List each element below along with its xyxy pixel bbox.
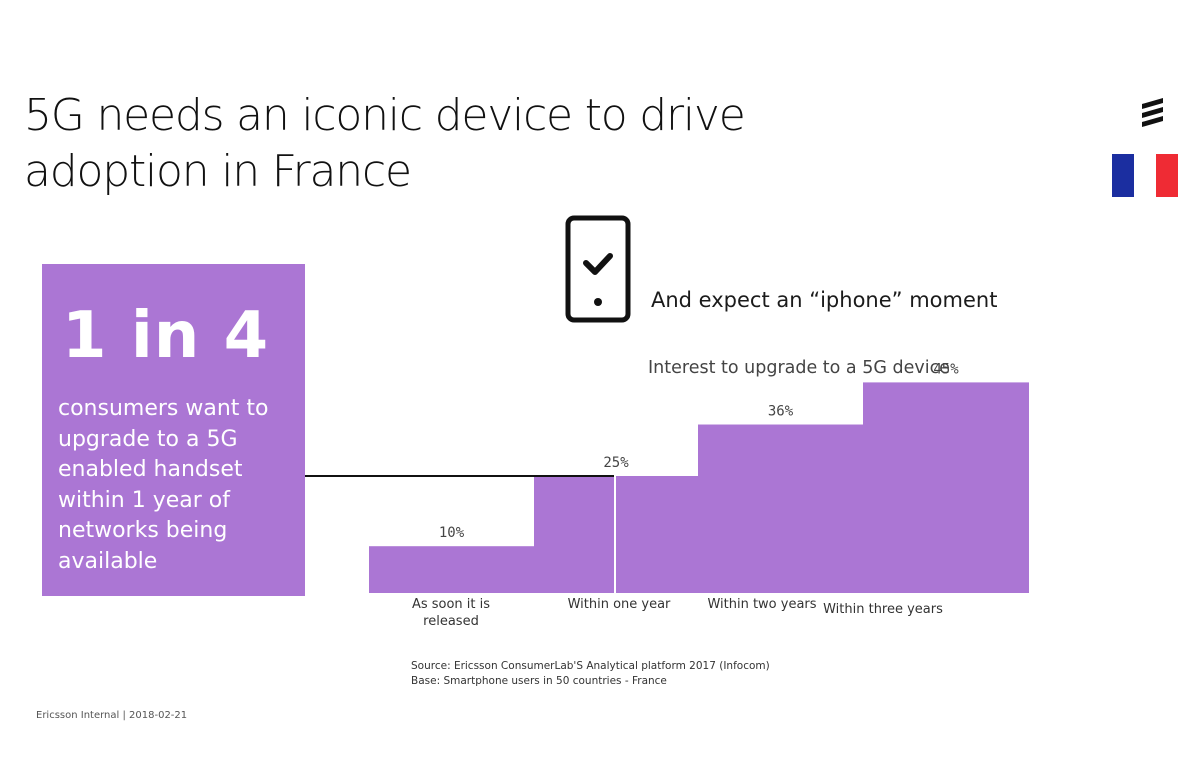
source-note: Source: Ericsson ConsumerLab'S Analytica… bbox=[411, 659, 770, 688]
chart-title: Interest to upgrade to a 5G device bbox=[648, 358, 950, 378]
bar-4 bbox=[863, 382, 1029, 593]
base-line: Base: Smartphone users in 50 countries -… bbox=[411, 674, 667, 687]
title-line-1: 5G needs an iconic device to drive bbox=[24, 90, 746, 141]
ericsson-logo-icon bbox=[1142, 98, 1163, 127]
smartphone-check-icon bbox=[565, 215, 631, 323]
france-flag-icon bbox=[1112, 154, 1178, 197]
stat-box: 1 in 4 consumers want to upgrade to a 5G… bbox=[42, 264, 305, 596]
iphone-moment-headline: And expect an “iphone” moment bbox=[651, 288, 998, 312]
page-title: 5G needs an iconic device to drive adopt… bbox=[24, 88, 746, 200]
category-label-4: Within three years bbox=[823, 602, 943, 617]
stat-description: consumers want to upgrade to a 5G enable… bbox=[58, 396, 269, 574]
stat-headline: 1 in 4 bbox=[62, 299, 270, 373]
title-line-2: adoption in France bbox=[24, 146, 412, 197]
source-line: Source: Ericsson ConsumerLab'S Analytica… bbox=[411, 660, 770, 672]
category-label-2: Within one year bbox=[568, 597, 671, 612]
bar-3 bbox=[698, 424, 863, 593]
bar-1 bbox=[369, 546, 534, 593]
value-label-1: 10% bbox=[439, 525, 465, 541]
footer-text: Ericsson Internal | 2018-02-21 bbox=[36, 710, 188, 721]
category-label-1: As soon it is released bbox=[412, 597, 490, 629]
value-label-4: 45% bbox=[933, 361, 959, 377]
category-label-3: Within two years bbox=[707, 597, 816, 612]
value-label-3: 36% bbox=[768, 404, 794, 420]
value-label-2: 25% bbox=[603, 455, 629, 471]
